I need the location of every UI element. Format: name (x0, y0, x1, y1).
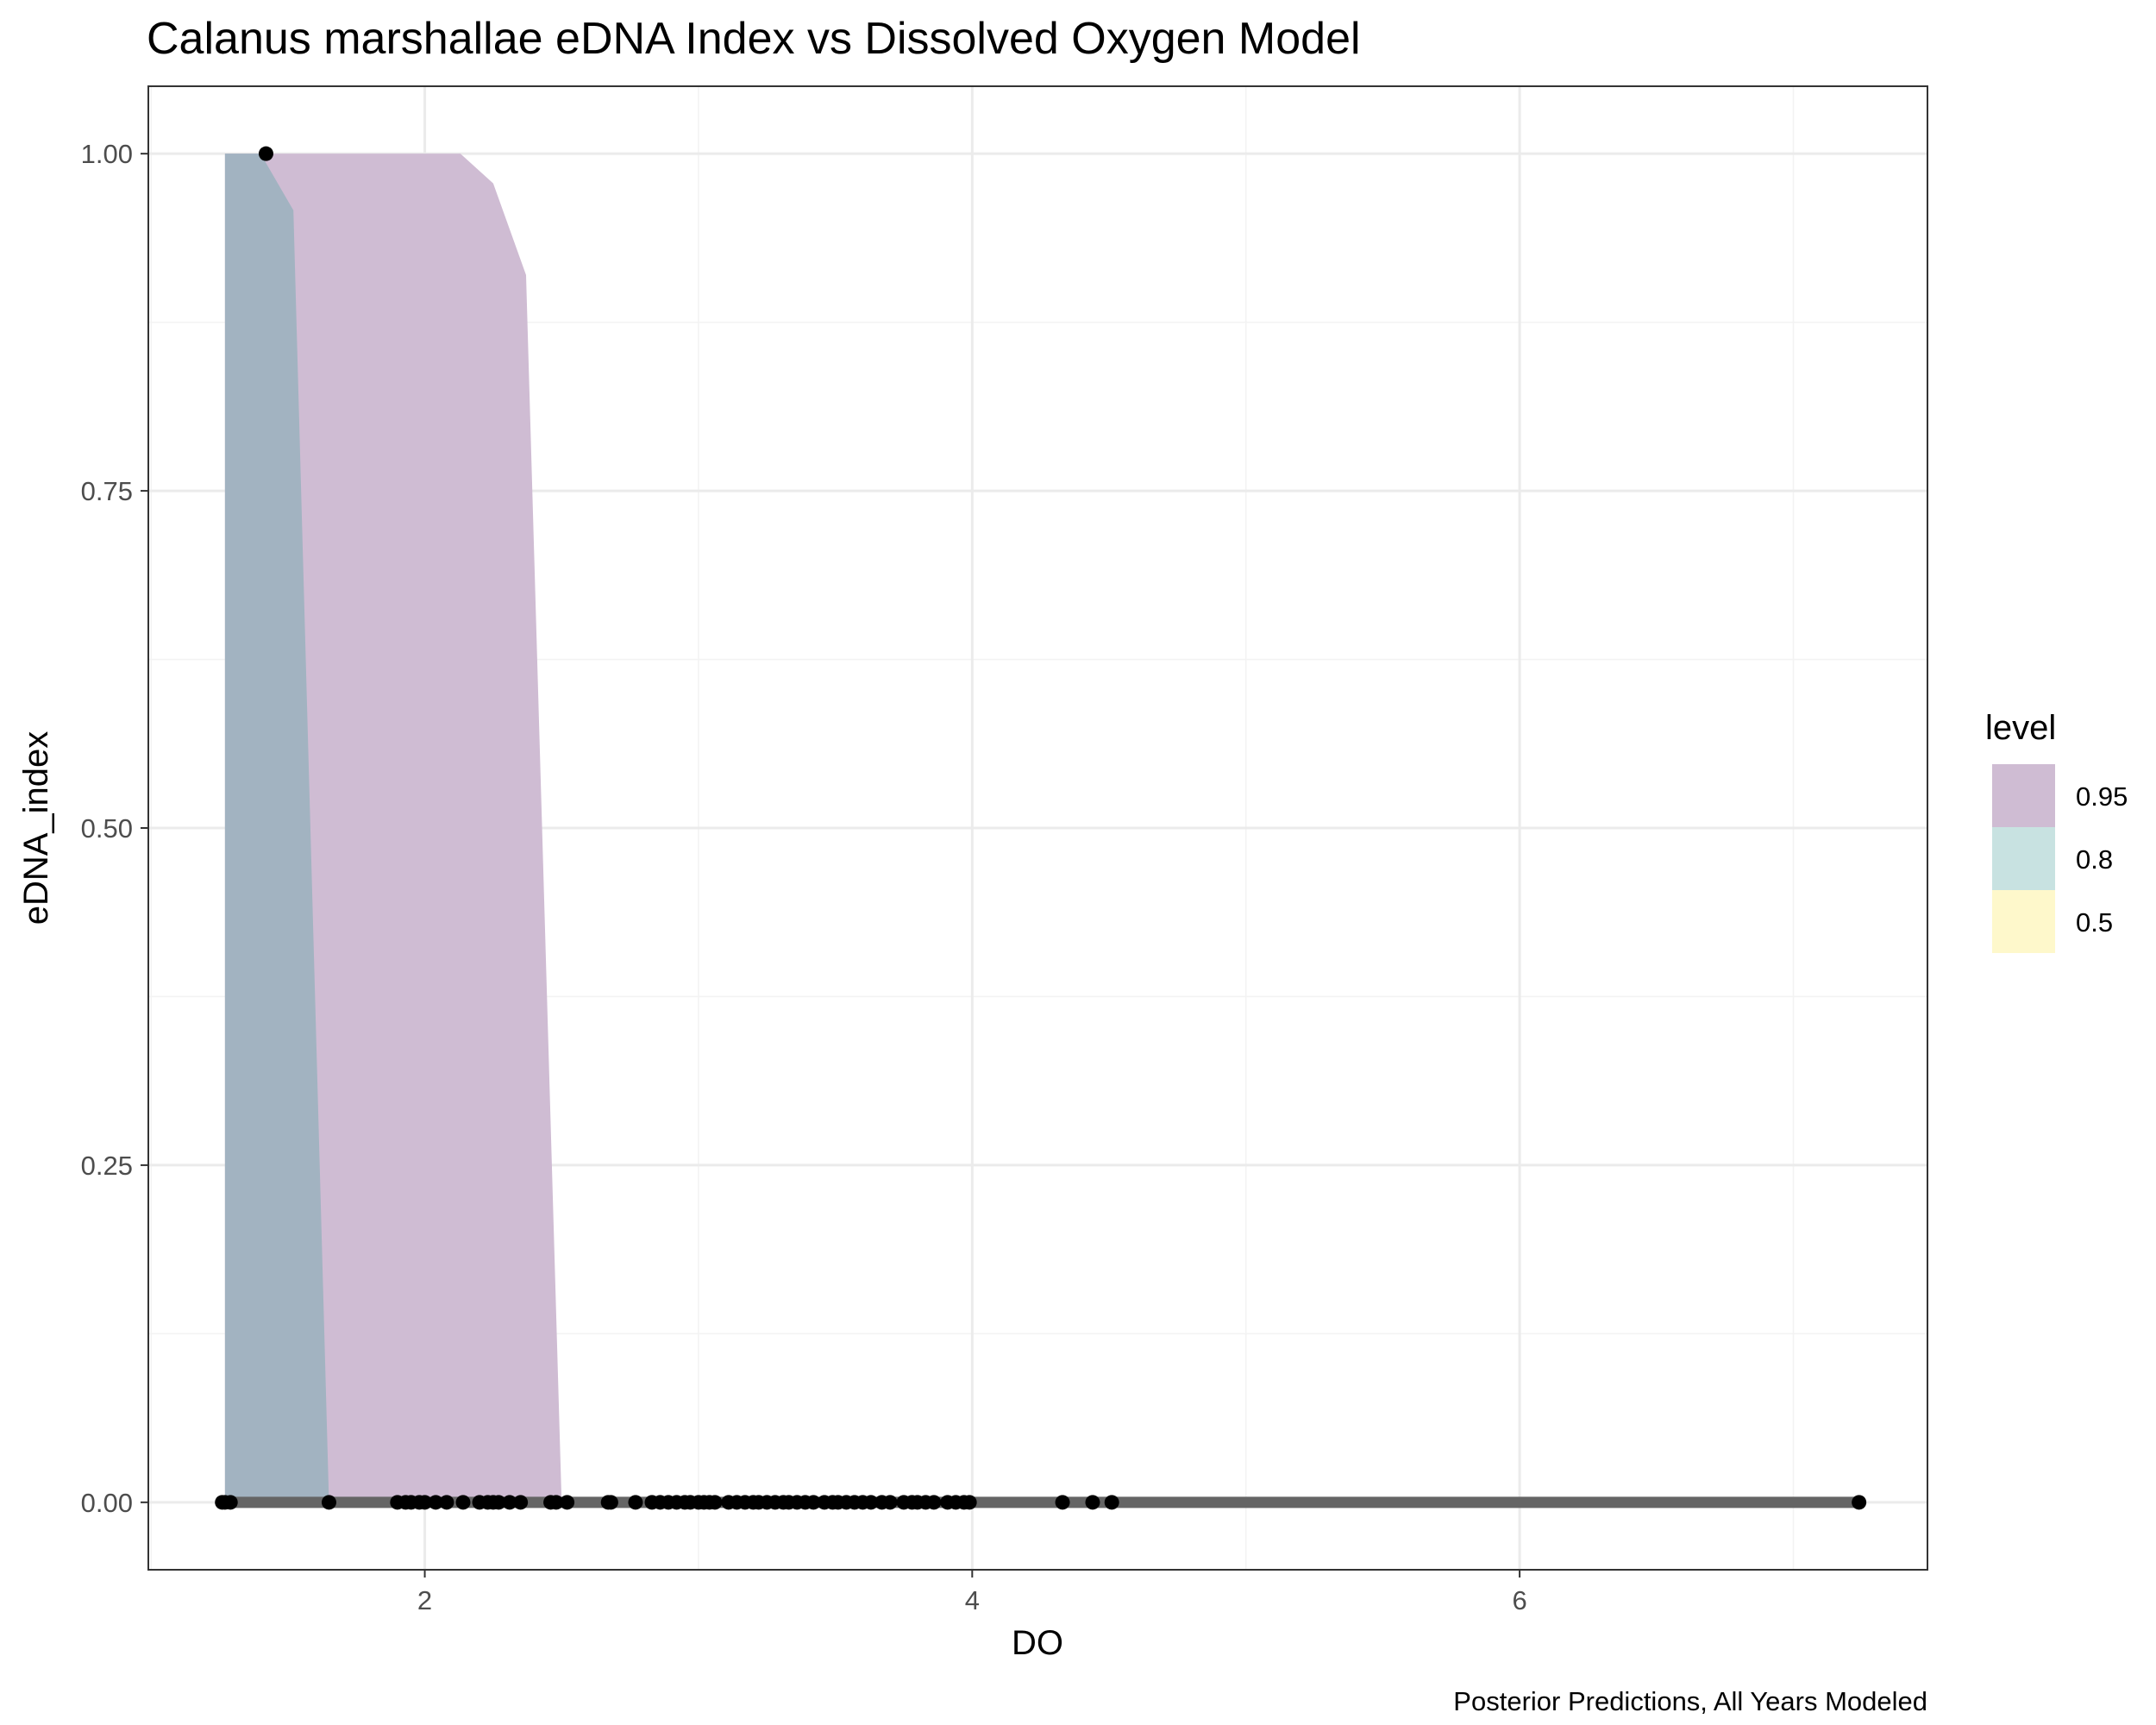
y-axis-title: eDNA_index (17, 731, 55, 925)
data-point (603, 1495, 618, 1510)
y-tick-label: 0.75 (81, 476, 133, 506)
data-point (628, 1495, 643, 1510)
x-axis: 2 4 6 (417, 1570, 1527, 1615)
x-tick-label: 4 (965, 1585, 980, 1615)
legend-entries: 0.95 0.8 0.5 (1992, 764, 2128, 953)
data-point (258, 146, 273, 161)
legend-title: level (1985, 709, 2056, 747)
y-axis: 0.00 0.25 0.50 0.75 1.00 (81, 139, 148, 1518)
data-point (962, 1495, 977, 1510)
legend-label: 0.95 (2076, 781, 2128, 812)
x-tick-label: 2 (417, 1585, 432, 1615)
ribbon-level-0.95 (224, 154, 1859, 1502)
data-point (1104, 1495, 1119, 1510)
data-point (491, 1495, 506, 1510)
legend-key-0.95 (1992, 764, 2055, 827)
y-tick-label: 1.00 (81, 139, 133, 169)
data-point (513, 1495, 529, 1510)
legend-key-0.5 (1992, 890, 2055, 953)
data-point (882, 1495, 898, 1510)
legend: level 0.95 0.8 0.5 (1985, 709, 2128, 953)
data-point (1085, 1495, 1100, 1510)
x-tick-label: 6 (1512, 1585, 1526, 1615)
data-point (805, 1495, 821, 1510)
y-tick-label: 0.50 (81, 813, 133, 844)
data-point (502, 1495, 517, 1510)
data-point (560, 1495, 575, 1510)
legend-key-0.8 (1992, 827, 2055, 890)
chart-title: Calanus marshallae eDNA Index vs Dissolv… (147, 14, 1361, 64)
data-points (215, 146, 1867, 1510)
chart-caption: Posterior Predictions, All Years Modeled (1453, 1686, 1927, 1716)
data-point (455, 1495, 471, 1510)
data-point (439, 1495, 454, 1510)
data-point (926, 1495, 942, 1510)
data-point (707, 1495, 723, 1510)
data-point (222, 1495, 238, 1510)
data-point (321, 1495, 336, 1510)
legend-label: 0.8 (2076, 844, 2113, 875)
data-point (1852, 1495, 1867, 1510)
data-point (548, 1495, 564, 1510)
data-point (1055, 1495, 1070, 1510)
legend-label: 0.5 (2076, 907, 2113, 938)
y-tick-label: 0.00 (81, 1488, 133, 1518)
ribbons (224, 154, 1859, 1502)
x-axis-title: DO (1012, 1624, 1063, 1662)
data-point (417, 1495, 433, 1510)
data-point (428, 1495, 443, 1510)
y-tick-label: 0.25 (81, 1151, 133, 1181)
plot-area (147, 85, 1928, 1571)
data-point (863, 1495, 879, 1510)
